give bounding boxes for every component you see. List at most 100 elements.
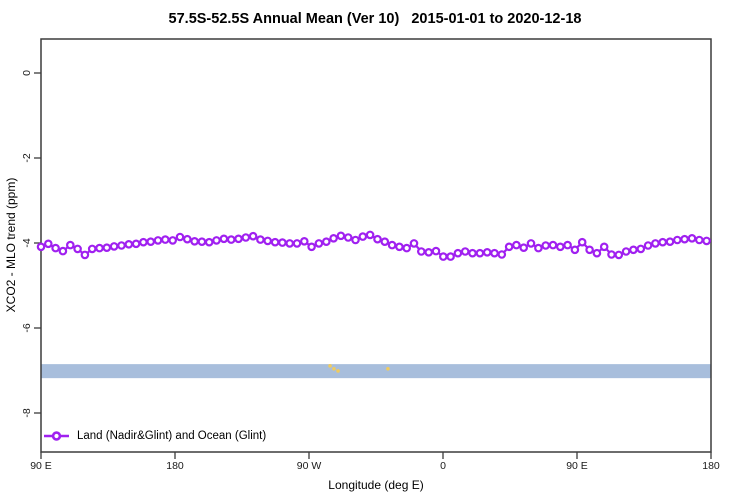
data-point-marker [519, 243, 529, 253]
y-tick-label: -6 [21, 323, 33, 333]
data-point-marker [702, 236, 711, 246]
data-point-marker [651, 239, 660, 248]
data-point-marker [51, 243, 60, 253]
data-point-marker [453, 248, 463, 258]
data-point-marker [256, 235, 265, 244]
data-point-marker [197, 237, 207, 247]
data-point-marker [446, 252, 455, 261]
data-point-marker [43, 239, 53, 249]
data-point-marker [504, 242, 514, 252]
x-tick-label: 90 E [30, 460, 52, 472]
chart-title: 57.5S-52.5S Annual Mean (Ver 10) 2015-01… [168, 11, 582, 27]
x-tick-label: 90 E [566, 460, 588, 472]
data-point-marker [548, 240, 558, 250]
data-point-marker [95, 243, 104, 253]
outlier-mark [332, 367, 336, 371]
data-point-marker [117, 241, 126, 250]
data-point-marker [475, 248, 485, 258]
data-point-marker [599, 242, 609, 252]
data-point-marker [512, 240, 521, 250]
data-point-marker [402, 243, 412, 253]
data-point-marker [102, 243, 112, 253]
data-point-marker [153, 236, 163, 245]
data-point-marker [351, 235, 360, 245]
data-point-marker [460, 247, 470, 256]
data-point-marker [358, 232, 368, 241]
data-point-marker [139, 237, 148, 247]
data-point-marker [190, 237, 199, 246]
data-point-marker [592, 248, 602, 258]
data-point-marker [687, 234, 697, 243]
x-tick-label: 180 [166, 460, 184, 472]
data-point-marker [395, 242, 404, 252]
data-point-marker [87, 244, 97, 254]
data-point-marker [665, 237, 675, 247]
data-point-marker [336, 231, 346, 241]
data-point-marker [248, 231, 258, 241]
data-point-marker [577, 237, 587, 247]
data-point-marker [234, 234, 243, 244]
data-point-marker [36, 242, 46, 252]
data-point-marker [497, 250, 507, 259]
data-point-marker [636, 244, 646, 254]
data-point-marker [226, 235, 236, 244]
y-tick-label: -8 [21, 408, 33, 418]
x-tick-label: 0 [440, 460, 446, 472]
data-point-marker [373, 234, 382, 244]
data-point-marker [607, 250, 616, 259]
data-point-marker [263, 236, 273, 246]
data-point-marker [643, 241, 653, 250]
x-axis-label: Longitude (deg E) [328, 478, 424, 492]
data-point-marker [66, 240, 75, 250]
data-point-marker [416, 247, 426, 256]
data-point-marker [380, 237, 390, 247]
data-point-marker [278, 238, 287, 247]
data-point-marker [680, 234, 689, 244]
y-tick-label: -2 [21, 153, 33, 163]
data-point-marker [541, 241, 551, 250]
data-point-marker [212, 236, 221, 245]
data-point-marker [329, 234, 338, 243]
data-point-marker [343, 233, 353, 242]
y-tick-label: 0 [21, 70, 33, 76]
data-point-marker [614, 250, 624, 260]
data-point-marker [299, 237, 309, 246]
x-tick-label: 90 W [296, 460, 322, 472]
data-point-marker [409, 239, 419, 248]
y-tick-label: -4 [21, 238, 33, 248]
data-point-marker [563, 240, 572, 250]
data-point-marker [109, 242, 119, 251]
data-point-marker [73, 244, 82, 254]
data-point-marker [387, 240, 397, 250]
data-point-marker [482, 248, 492, 257]
data-point-marker [314, 239, 324, 248]
data-point-marker [570, 245, 580, 255]
data-point-marker [131, 239, 141, 249]
data-point-marker [438, 252, 448, 261]
data-point-marker [270, 237, 280, 247]
data-point-marker [534, 243, 543, 253]
data-point-marker [621, 247, 631, 256]
legend-entry-label: Land (Nadir&Glint) and Ocean (Glint) [77, 430, 267, 442]
data-point-marker [365, 230, 375, 240]
data-point-marker [183, 234, 192, 244]
data-point-marker [241, 233, 251, 242]
data-point-marker [204, 237, 214, 247]
data-point-marker [80, 250, 90, 260]
data-point-marker [161, 235, 170, 244]
data-point-marker [219, 234, 229, 244]
reference-band [41, 364, 711, 379]
data-point-marker [672, 235, 682, 245]
outlier-mark [336, 369, 340, 373]
y-axis-label: XCO2 - MLO trend (ppm) [4, 177, 18, 313]
outlier-mark [386, 367, 390, 371]
data-point-marker [585, 245, 594, 255]
data-point-marker [629, 245, 638, 255]
data-point-marker [124, 240, 134, 249]
data-point-marker [292, 239, 302, 248]
data-point-marker [285, 239, 295, 248]
data-point-marker [694, 235, 704, 245]
data-point-marker [468, 248, 477, 258]
